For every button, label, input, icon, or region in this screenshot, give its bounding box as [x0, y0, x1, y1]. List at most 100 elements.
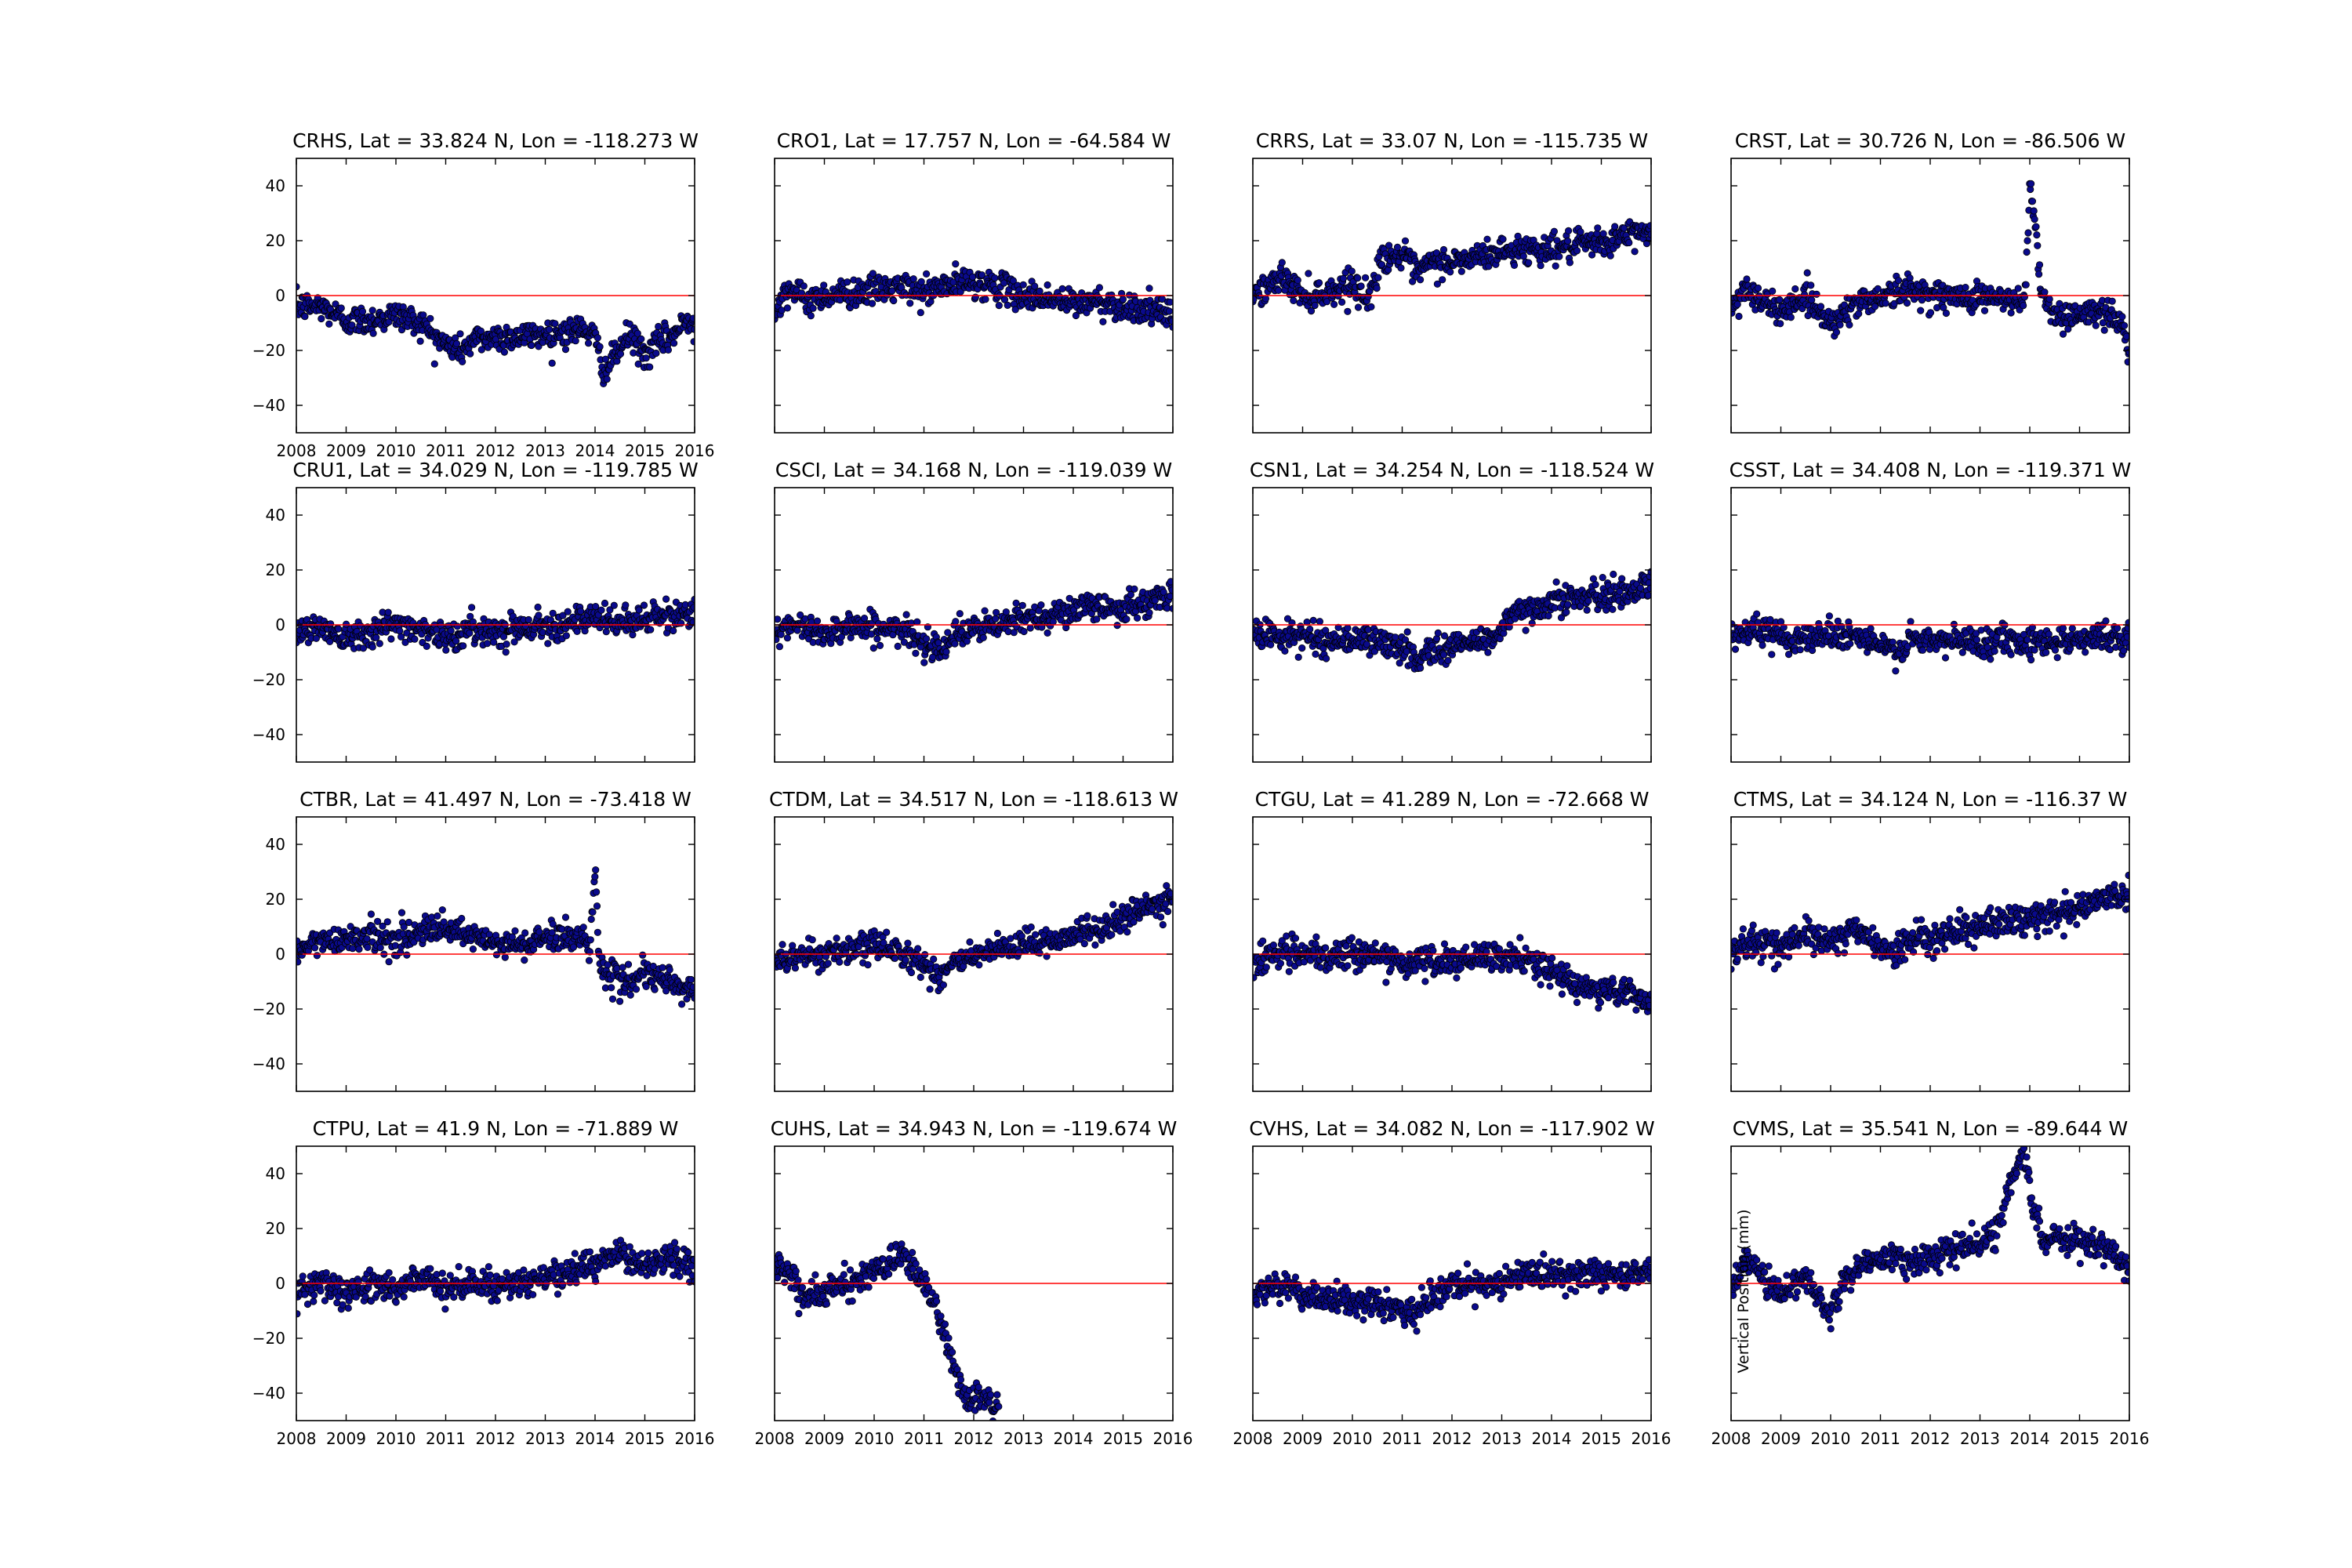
- subplot: CRO1, Lat = 17.757 N, Lon = -64.584 W: [774, 129, 1174, 434]
- data-point: [1787, 314, 1795, 321]
- data-point: [1631, 248, 1639, 256]
- data-point: [662, 595, 670, 603]
- scatter-series: [296, 283, 695, 387]
- data-point: [2034, 241, 2042, 249]
- data-point: [906, 299, 914, 307]
- data-point: [562, 632, 571, 640]
- data-point: [1165, 307, 1173, 315]
- subplot-title: CSN1, Lat = 34.254 N, Lon = -118.524 W: [1250, 459, 1654, 481]
- data-point: [890, 296, 898, 305]
- data-point: [690, 338, 695, 346]
- data-point: [777, 630, 785, 638]
- data-point: [1357, 282, 1365, 290]
- data-point: [544, 640, 552, 648]
- data-point: [1807, 281, 1815, 289]
- data-point: [1434, 629, 1442, 637]
- data-point: [1528, 619, 1536, 627]
- data-point: [1018, 601, 1026, 609]
- data-point: [923, 270, 931, 278]
- data-point: [1903, 299, 1911, 307]
- scatter-series: [1253, 568, 1651, 673]
- subplot-title: CRST, Lat = 30.726 N, Lon = -86.506 W: [1735, 129, 2125, 152]
- data-point: [2035, 261, 2044, 269]
- subplot-grid: CRHS, Lat = 33.824 N, Lon = -118.273 W40…: [252, 129, 2150, 1448]
- data-point: [1403, 628, 1411, 636]
- data-point: [635, 606, 643, 614]
- data-point: [1958, 648, 1966, 656]
- data-point: [403, 629, 411, 637]
- data-point: [646, 363, 654, 371]
- data-point: [1552, 578, 1560, 586]
- data-point: [913, 618, 921, 626]
- data-point: [400, 923, 408, 931]
- data-point: [1918, 646, 1927, 654]
- data-point: [606, 606, 614, 614]
- data-point: [2014, 285, 2022, 292]
- y-tick-label: 20: [266, 561, 285, 579]
- data-point: [2051, 646, 2060, 654]
- data-point: [1733, 300, 1741, 308]
- data-point: [1127, 590, 1135, 599]
- scatter-series: [775, 260, 1173, 331]
- subplot-title: CRU1, Lat = 34.029 N, Lon = -119.785 W: [292, 459, 698, 481]
- data-point: [1019, 281, 1027, 289]
- data-point: [1267, 641, 1275, 649]
- data-point: [1290, 296, 1298, 304]
- data-point: [1093, 615, 1101, 623]
- data-point: [1309, 616, 1317, 625]
- data-point: [535, 612, 543, 619]
- data-point: [1367, 303, 1375, 310]
- data-point: [1611, 223, 1619, 230]
- data-point: [1145, 608, 1153, 617]
- data-point: [634, 360, 642, 368]
- data-point: [1072, 311, 1080, 320]
- data-point: [452, 339, 461, 347]
- data-point: [1099, 318, 1107, 325]
- data-point: [1776, 296, 1784, 303]
- data-point: [640, 601, 648, 609]
- data-point: [1401, 237, 1410, 245]
- x-tick-label: 2010: [376, 441, 416, 460]
- data-point: [397, 633, 405, 641]
- data-point: [689, 314, 695, 322]
- data-point: [1599, 573, 1606, 582]
- data-point: [1417, 664, 1425, 672]
- data-point: [551, 320, 559, 328]
- data-point: [372, 633, 380, 641]
- data-point: [1606, 252, 1614, 260]
- data-point: [992, 615, 1000, 622]
- data-point: [601, 599, 609, 608]
- data-point: [434, 912, 441, 920]
- data-point: [690, 604, 695, 612]
- data-point: [1825, 612, 1833, 620]
- data-point: [1564, 237, 1572, 245]
- data-point: [1565, 227, 1573, 234]
- data-point: [610, 601, 618, 609]
- data-point: [466, 350, 474, 358]
- data-point: [411, 635, 419, 643]
- data-point: [1594, 224, 1602, 232]
- data-point: [2118, 313, 2126, 321]
- data-point: [1330, 300, 1338, 308]
- data-point: [775, 615, 782, 623]
- data-point: [1731, 645, 1740, 653]
- data-point: [1803, 269, 1811, 277]
- x-tick-label: 2012: [476, 441, 516, 460]
- data-point: [876, 641, 884, 650]
- data-point: [1275, 286, 1283, 294]
- data-point: [1846, 321, 1853, 328]
- data-point: [334, 625, 343, 633]
- data-point: [637, 335, 645, 343]
- data-point: [670, 339, 678, 347]
- data-point: [670, 626, 677, 635]
- data-point: [1281, 647, 1289, 655]
- data-point: [1777, 320, 1784, 328]
- data-point: [1867, 625, 1875, 633]
- data-point: [1058, 285, 1066, 292]
- data-point: [868, 299, 877, 307]
- data-point: [1496, 634, 1504, 643]
- data-point: [2031, 646, 2038, 654]
- data-point: [2027, 180, 2035, 187]
- data-point: [1283, 615, 1292, 622]
- data-point: [1918, 296, 1926, 304]
